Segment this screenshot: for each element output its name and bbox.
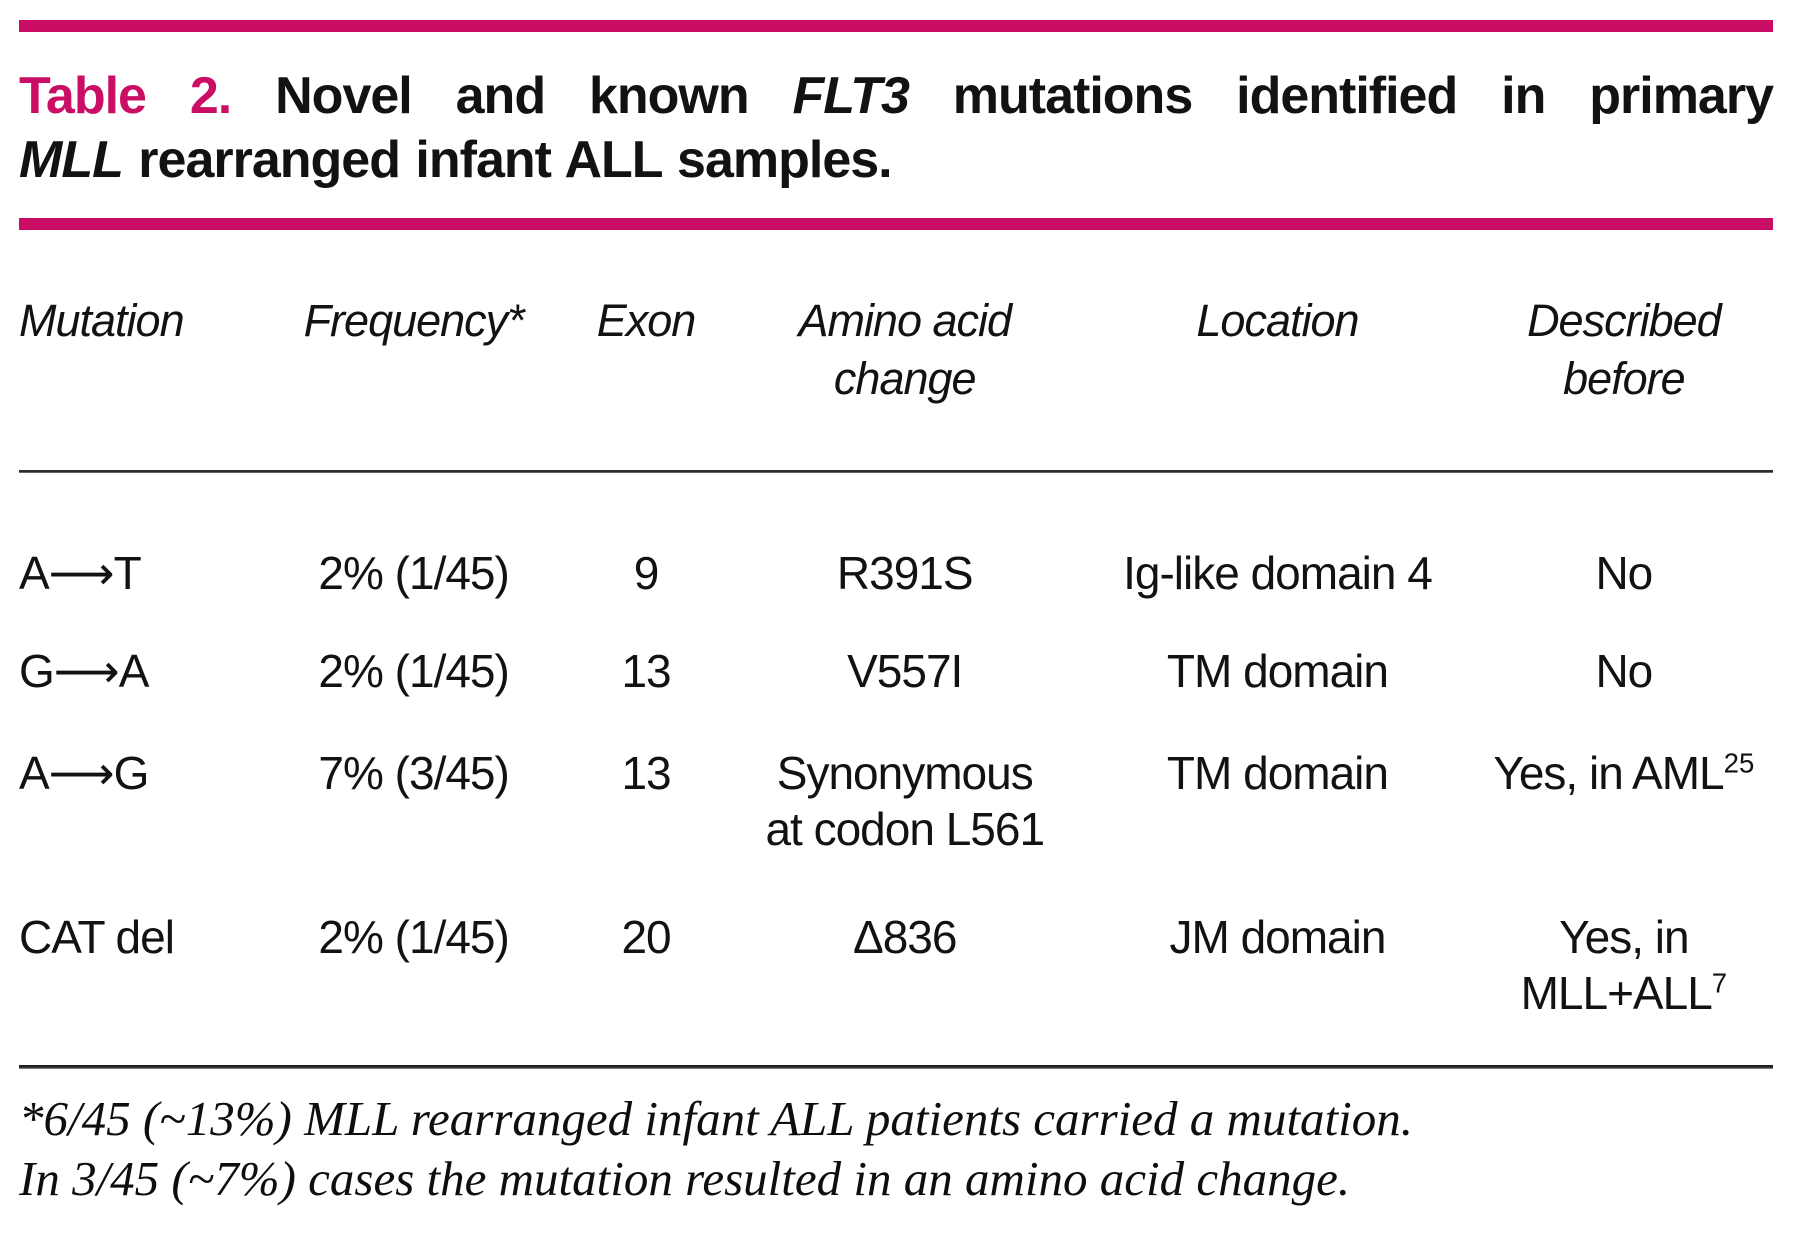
cell-frequency: 2% (1/45) (318, 645, 509, 697)
header-exon: Exon (596, 295, 697, 346)
cell-line: V557I (847, 645, 963, 697)
cell-amino-acid-change: Δ836 (729, 909, 1080, 1021)
header-line: Described (1527, 295, 1722, 346)
header-line: change (833, 353, 977, 404)
caption-text: rearranged infant ALL samples. (122, 131, 892, 189)
cell-exon: 13 (621, 747, 671, 799)
cell-line: No (1595, 547, 1653, 599)
header-frequency: Frequency* (303, 295, 525, 346)
table-row: G⟶A 2% (1/45) 13 V557I TM domain No (19, 643, 1773, 699)
table-bottom-rule (19, 1065, 1773, 1069)
cell-described-before: No (1475, 545, 1773, 601)
table-row: A⟶G 7% (3/45) 13 Synonymous at codon L56… (19, 745, 1773, 857)
footnote-line-2: In 3/45 (~7%) cases the mutation resulte… (19, 1151, 1351, 1206)
footnote-line-1: *6/45 (~13%) MLL rearranged infant ALL p… (19, 1091, 1414, 1146)
cell-line: MLL+ALL7 (1520, 967, 1728, 1019)
cell-described-before: Yes, in AML25 (1475, 745, 1773, 857)
table-row: CAT del 2% (1/45) 20 Δ836 JM domain Yes,… (19, 909, 1773, 1021)
cell-exon: 9 (633, 547, 660, 599)
cell-location: TM domain (1166, 747, 1389, 799)
cell-line: Δ836 (853, 911, 957, 963)
gene-flt3: FLT3 (792, 67, 910, 125)
table-header-row: Mutation Frequency* Exon Amino acid chan… (19, 292, 1773, 408)
cell-line: Yes, in (1559, 911, 1689, 963)
table-body: A⟶T 2% (1/45) 9 R391S Ig-like domain 4 N… (19, 545, 1773, 1021)
cell-frequency: 7% (3/45) (318, 747, 509, 799)
cell-amino-acid-change: V557I (729, 643, 1080, 699)
caption-bottom-accent-rule (19, 218, 1773, 230)
cell-line: No (1595, 645, 1653, 697)
cell-frequency: 2% (1/45) (318, 547, 509, 599)
cell-location: JM domain (1169, 911, 1386, 963)
table-caption: Table 2. Novel and known FLT3 mutations … (19, 64, 1774, 192)
cell-frequency: 2% (1/45) (318, 911, 509, 963)
header-separator-rule (19, 470, 1773, 473)
cell-location: Ig-like domain 4 (1123, 547, 1433, 599)
header-location: Location (1196, 295, 1359, 346)
cell-mutation: A⟶T (19, 547, 142, 599)
cell-line: Yes, in AML25 (1493, 747, 1755, 799)
citation-superscript: 7 (1711, 967, 1728, 999)
header-amino-acid-change: Amino acid change (729, 292, 1080, 408)
table-footnote: *6/45 (~13%) MLL rearranged infant ALL p… (19, 1089, 1773, 1209)
cell-exon: 20 (621, 911, 671, 963)
header-described-before: Described before (1475, 292, 1773, 408)
cell-mutation: A⟶G (19, 747, 149, 799)
caption-text: mutations identified in primary (908, 67, 1774, 125)
header-mutation: Mutation (19, 295, 185, 346)
cell-mutation: G⟶A (19, 645, 149, 697)
cell-line: at codon L561 (765, 803, 1045, 855)
caption-line-2: MLL rearranged infant ALL samples. (19, 128, 1773, 192)
header-line: Amino acid (798, 295, 1012, 346)
cell-line: Synonymous (776, 747, 1034, 799)
caption-line-1: Table 2. Novel and known FLT3 mutations … (19, 64, 1774, 128)
cell-described-before: No (1475, 643, 1773, 699)
cell-line: R391S (836, 547, 974, 599)
cell-amino-acid-change: Synonymous at codon L561 (729, 745, 1080, 857)
cell-mutation: CAT del (19, 911, 175, 963)
citation-superscript: 25 (1723, 747, 1755, 779)
gene-mll: MLL (19, 131, 124, 189)
cell-location: TM domain (1166, 645, 1389, 697)
header-line: before (1563, 353, 1686, 404)
top-accent-rule (19, 20, 1773, 32)
cell-exon: 13 (621, 645, 671, 697)
cell-amino-acid-change: R391S (729, 545, 1080, 601)
table-row: A⟶T 2% (1/45) 9 R391S Ig-like domain 4 N… (19, 545, 1773, 601)
caption-text: Novel and known (231, 67, 793, 125)
cell-described-before: Yes, in MLL+ALL7 (1475, 909, 1773, 1021)
table-number-label: Table 2. (19, 67, 232, 125)
